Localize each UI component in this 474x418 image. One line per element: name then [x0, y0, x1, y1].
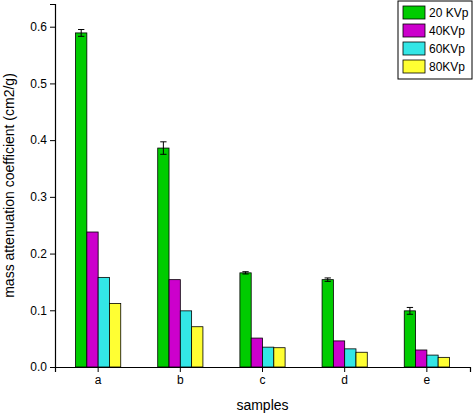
legend-item: 20 KVp	[403, 6, 469, 20]
bar	[180, 311, 191, 367]
legend-item: 80KVp	[403, 60, 465, 74]
x-tick-mark	[98, 367, 99, 372]
x-tick: e	[424, 367, 431, 387]
error-bar	[160, 142, 166, 154]
bar	[169, 280, 180, 367]
y-tick: 0.4	[30, 133, 55, 147]
y-tick: 0.0	[30, 360, 55, 374]
x-axis-title: samples	[236, 397, 288, 413]
y-tick-mark	[50, 254, 55, 255]
y-axis-title: mass attenuation coefficient (cm2/g)	[1, 73, 17, 298]
y-tick-mark	[50, 27, 55, 28]
x-tick-mark	[180, 367, 181, 372]
legend-label: 40KVp	[429, 24, 465, 38]
y-tick-label: 0.0	[30, 360, 47, 374]
bars	[76, 30, 450, 367]
legend-box	[398, 1, 472, 79]
bar	[416, 350, 427, 367]
bar	[322, 280, 333, 367]
x-tick-label: a	[95, 373, 102, 387]
bar	[158, 148, 169, 367]
series-bars	[98, 277, 438, 367]
bar	[109, 303, 120, 367]
bar	[98, 277, 109, 367]
bar	[192, 327, 203, 367]
error-bar	[325, 278, 331, 281]
legend-swatch	[403, 24, 425, 37]
plot-area: 0.0 0.1 0.2 0.3 0.4 0.5 0.6 a b c d e	[30, 5, 470, 387]
legend-label: 20 KVp	[429, 6, 469, 20]
x-tick: d	[341, 367, 348, 387]
y-tick-label: 0.6	[30, 20, 47, 34]
y-tick: 0.2	[30, 247, 55, 261]
y-tick: 0.5	[30, 77, 55, 91]
y-tick-label: 0.1	[30, 304, 47, 318]
y-tick: 0.1	[30, 304, 55, 318]
y-tick-mark	[50, 140, 55, 141]
x-tick: a	[95, 367, 102, 387]
legend-swatch	[403, 42, 425, 55]
bar	[356, 352, 367, 367]
x-tick: c	[260, 367, 266, 387]
legend-item: 40KVp	[403, 24, 465, 38]
y-axis: 0.0 0.1 0.2 0.3 0.4 0.5 0.6	[30, 5, 55, 375]
bar	[438, 357, 449, 367]
bar	[404, 311, 415, 367]
chart: 0.0 0.1 0.2 0.3 0.4 0.5 0.6 a b c d e samples mass at…	[0, 0, 474, 418]
bar	[263, 347, 274, 367]
x-tick-label: c	[260, 373, 266, 387]
error-bar	[242, 272, 248, 274]
x-tick: b	[177, 367, 184, 387]
x-tick-label: b	[177, 373, 184, 387]
legend-swatch	[403, 60, 425, 73]
y-axis-line	[50, 5, 56, 368]
bar	[427, 355, 438, 367]
y-tick-label: 0.4	[30, 133, 47, 147]
y-tick: 0.6	[30, 20, 55, 34]
bar	[240, 273, 251, 367]
error-bar	[407, 307, 413, 314]
bar	[333, 341, 344, 367]
x-tick-label: e	[424, 373, 431, 387]
legend-label: 80KVp	[429, 60, 465, 74]
legend: 20 KVp 40KVp 60KVp 80KVp	[398, 1, 472, 79]
bar	[345, 349, 356, 367]
x-tick-mark	[426, 367, 427, 372]
y-tick-mark	[50, 367, 55, 368]
bar	[274, 348, 285, 367]
y-tick-label: 0.3	[30, 190, 47, 204]
x-axis: a b c d e	[56, 367, 471, 387]
y-tick-mark	[50, 310, 55, 311]
x-tick-mark	[262, 367, 263, 372]
y-tick-mark	[50, 83, 55, 84]
y-tick-label: 0.2	[30, 247, 47, 261]
y-tick-mark	[50, 197, 55, 198]
legend-label: 60KVp	[429, 42, 465, 56]
series-bars	[76, 30, 416, 367]
series-bars	[87, 232, 427, 367]
x-tick-mark	[344, 367, 345, 372]
bar	[87, 232, 98, 367]
bar	[76, 33, 87, 367]
legend-swatch	[403, 6, 425, 19]
legend-item: 60KVp	[403, 42, 465, 56]
y-tick-label: 0.5	[30, 77, 47, 91]
y-tick: 0.3	[30, 190, 55, 204]
x-tick-label: d	[341, 373, 348, 387]
error-bar	[78, 30, 84, 37]
x-axis-line	[56, 368, 471, 373]
series-bars	[109, 303, 449, 367]
bar	[251, 338, 262, 367]
